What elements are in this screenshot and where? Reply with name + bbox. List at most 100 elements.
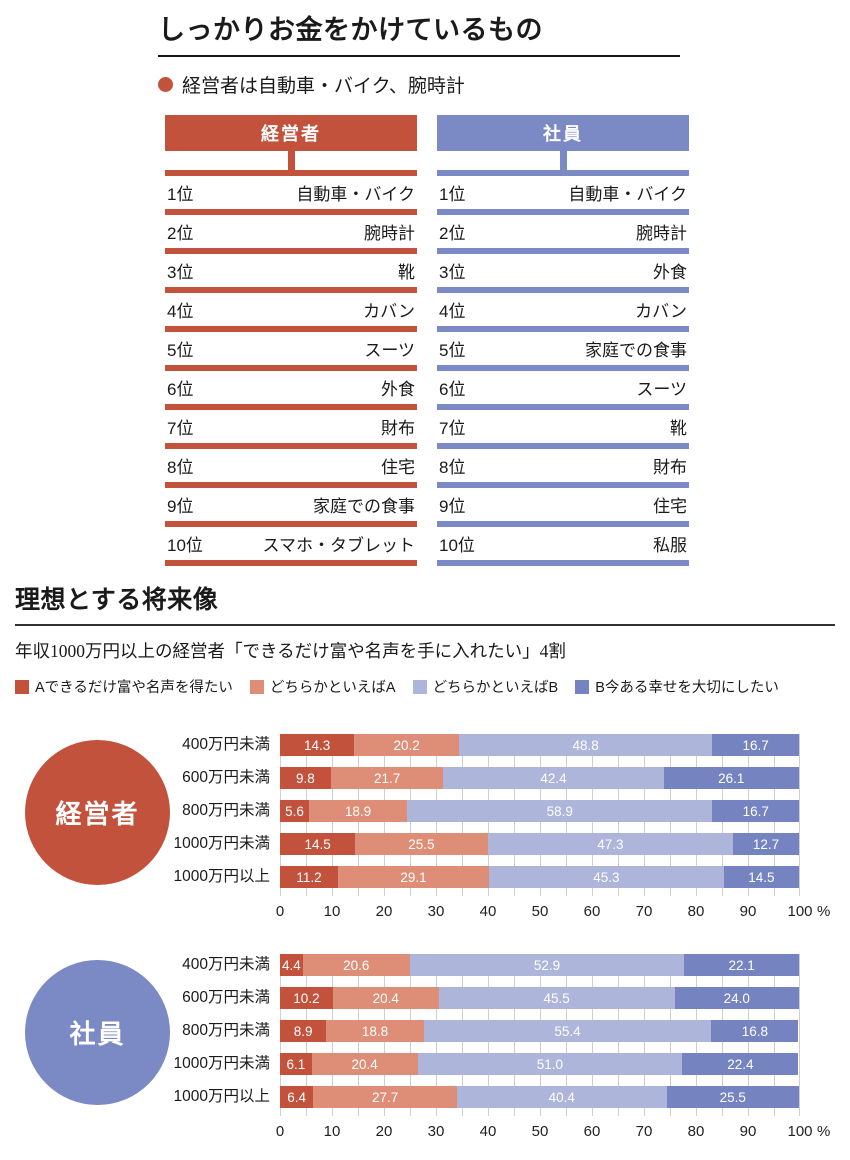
legend-label: B今ある幸せを大切にしたい [595,680,779,696]
table-row: 2位 腕時計 [165,209,417,248]
axis-tick-label: 90 [739,903,757,920]
rank-cell: 1位 [439,185,466,205]
rank-cell: 4位 [439,302,466,322]
item-cell: スーツ [364,341,415,361]
item-cell: 靴 [670,419,687,439]
axis-tick-label: 0 [275,903,285,920]
legend-swatch [412,679,427,694]
bar-row: 14.3 20.2 48.8 16.7 [280,734,799,756]
bar-segment: 10.2 [280,987,333,1009]
bar-row-label: 1000万円以上 [173,1088,270,1105]
bar-segment: 47.3 [487,833,734,855]
axis-tick-label: 100 [787,903,813,920]
rank-cell: 5位 [167,341,194,361]
legend-swatch [15,679,29,694]
item-cell: 外食 [653,263,687,283]
highlight-note: 経営者は自動車・バイク、腕時計 [158,71,692,98]
bar-segment: 6.1 [280,1053,312,1075]
rank-cell: 6位 [439,380,466,400]
rank-cell: 3位 [439,263,466,283]
bar-segment: 16.7 [712,800,799,822]
table-header-manager: 経営者 [165,115,417,152]
bar-segment: 16.7 [712,734,799,756]
item-cell: カバン [635,302,687,322]
axis-tick-label: 60 [583,903,601,920]
bar-plot: 4.4 20.6 52.9 22.1 10.2 20.4 45.5 24.0 8.9 18.8 55… [280,954,800,1116]
legend-label: どちらかといえばA [269,680,396,696]
bar-segment: 11.2 [280,866,339,888]
future-section-subtitle: 年収1000万円以上の経営者「できるだけ富や名声を手に入れたい」4割 [15,641,566,661]
rank-cell: 7位 [439,419,466,439]
bar-segment: 45.3 [488,866,724,888]
table-connector [559,151,567,171]
bar-segment: 22.1 [684,954,799,976]
chart-employee: 社員 4.4 20.6 52.9 22.1 10.2 20.4 45.5 24.0 8.9 18.… [0,945,850,1150]
table-row: 3位 靴 [165,248,417,287]
rank-cell: 3位 [167,263,194,283]
bar-segment: 48.8 [459,734,713,756]
table-row: 4位 カバン [437,287,689,326]
legend-label: どちらかといえばB [432,680,559,696]
axis-tick-label: 30 [427,1123,445,1140]
table-header-employee: 社員 [437,115,689,152]
bar-segment: 52.9 [409,954,685,976]
rank-cell: 10位 [439,536,475,556]
table-row: 9位 家庭での食事 [165,482,417,521]
bar-row: 6.4 27.7 40.4 25.5 [280,1086,799,1108]
rank-cell: 6位 [167,380,194,400]
bar-segment: 14.3 [280,734,355,756]
bar-segment: 4.4 [280,954,303,976]
axis-tick-label: 20 [375,903,393,920]
axis-tick-label: 70 [635,903,653,920]
bar-segment: 40.4 [456,1086,667,1108]
axis-tick-label: 80 [687,903,705,920]
bar-segment: 14.5 [280,833,356,855]
bar-segment: 16.8 [711,1020,799,1042]
table-rows: 1位 自動車・バイク 2位 腕時計 3位 外食 4位 カバン 5位 家庭での食事 6位 スーツ 7位 靴 8… [437,170,689,567]
table-row: 5位 スーツ [165,326,417,365]
bar-row: 4.4 20.6 52.9 22.1 [280,954,799,976]
item-cell: 財布 [653,458,687,478]
axis-tick-label: 100 [787,1123,813,1140]
bar-segment: 51.0 [417,1053,683,1075]
bar-segment: 27.7 [313,1086,457,1108]
table-row: 7位 靴 [437,404,689,443]
bar-row: 9.8 21.7 42.4 26.1 [280,767,799,789]
ranking-tables: 経営者 1位 自動車・バイク 2位 腕時計 3位靴 4位 カバン 5位 スーツ 6位 外食 7位 財布 8… [158,115,692,567]
table-row: 3位 外食 [437,248,689,287]
bar-segment: 12.7 [733,833,799,855]
table-row: 2位 腕時計 [437,209,689,248]
bar-segment: 8.9 [280,1020,327,1042]
bar-row: 10.2 20.4 45.5 24.0 [280,987,799,1009]
bar-row: 11.2 29.1 45.3 14.5 [280,866,800,888]
bar-segment: 18.8 [326,1020,424,1042]
bar-segment: 22.4 [682,1053,799,1075]
table-row: 10位 私服 [437,521,689,560]
axis-tick-label: 40 [479,1123,497,1140]
legend-item: どちらかといえばB [412,676,559,697]
bar-segment: 58.9 [407,800,713,822]
item-cell: 自動車・バイク [568,185,687,205]
highlight-text: 経営者は自動車・バイク、腕時計 [182,76,465,98]
bar-plot: 14.3 20.2 48.8 16.7 9.8 21.7 42.4 26.1 5.6 18.9 58… [280,734,800,896]
bullet-icon [158,77,173,93]
rank-cell: 2位 [439,224,466,244]
x-axis: 0 10 20 30 40 50 60 70 80 90 100% [276,903,831,923]
rank-cell: 10位 [167,536,203,556]
axis-tick-label: 0 [275,1123,285,1140]
table-row: 10位 スマホ・タブレット [165,521,417,560]
item-cell: スーツ [636,380,687,400]
axis-unit-label: % [817,1123,831,1140]
bar-segment: 55.4 [423,1020,712,1042]
bar-row-label: 800万円未満 [182,1022,270,1039]
x-axis: 0 10 20 30 40 50 60 70 80 90 100% [276,1123,831,1143]
table-row: 6位 外食 [165,365,417,404]
item-cell: 自動車・バイク [296,185,415,205]
axis-tick-label: 30 [427,903,445,920]
table-row: 1位 自動車・バイク [165,170,417,209]
item-cell: 腕時計 [636,224,687,244]
axis-tick-label: 50 [531,1123,549,1140]
legend-item: B今ある幸せを大切にしたい [575,676,779,697]
bar-segment: 9.8 [280,767,331,789]
